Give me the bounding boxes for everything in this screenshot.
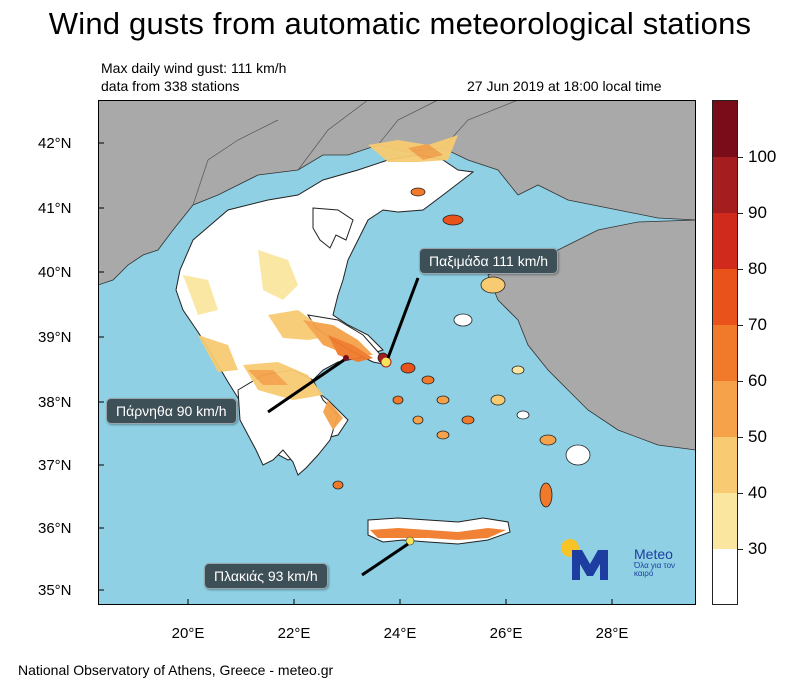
map-frame [98,100,696,605]
colorbar-tick [737,325,743,326]
lon-label: 28°E [595,625,629,642]
colorbar-tick [737,269,743,270]
timestamp-text: 27 Jun 2019 at 18:00 local time [467,78,662,94]
lat-label: 39°N [38,329,72,346]
paximada-marker [380,356,392,368]
lat-label: 40°N [38,264,72,281]
meteo-logo [561,539,608,580]
map-svg [98,100,696,605]
parnitha-marker [343,355,349,361]
border-lines [192,100,519,206]
colorbar-tick [737,213,743,214]
plakias-arrow [361,542,409,577]
colorbar-label: 70 [748,315,767,334]
colorbar-segment [713,101,737,157]
colorbar-segment [713,437,737,493]
colorbar-segment [713,213,737,269]
lat-label: 42°N [38,135,72,152]
balkans-land [98,100,696,286]
plakias-marker [405,536,415,546]
colorbar-label: 60 [748,371,767,390]
chalkidiki [312,207,354,249]
callout-parnitha: Πάρνηθα 90 km/h [106,398,237,424]
colorbar-label: 90 [748,203,767,222]
paximada-arrow [386,277,420,359]
parnitha-arrow [267,358,345,414]
lat-label: 41°N [38,200,72,217]
callout-plakias: Πλακιάς 93 km/h [204,563,328,589]
colorbar-label: 80 [748,259,767,278]
logo-tagline-text: Όλα για τον καιρό [634,561,676,578]
lon-label: 26°E [489,625,523,642]
lon-label: 24°E [383,625,417,642]
colorbar-tick [737,157,743,158]
colorbar-tick [737,549,743,550]
lat-label: 38°N [38,394,72,411]
turkey-land [487,219,696,451]
max-gust-text: Max daily wind gust: 111 km/h [101,60,287,76]
colorbar-tick [737,437,743,438]
colorbar-tick [737,493,743,494]
callout-paximada: Παξιμάδα 111 km/h [419,248,559,274]
aegean-islands [332,187,591,508]
map-title: Wind gusts from automatic meteorological… [48,6,752,41]
colorbar-segment [713,325,737,381]
colorbar-segment [713,157,737,213]
lon-label: 20°E [171,625,205,642]
gust-shading [183,135,506,540]
colorbar [712,100,738,605]
colorbar-segment [713,381,737,437]
lat-label: 37°N [38,457,72,474]
logo-brand-text: Meteo [634,546,673,562]
colorbar-label: 100 [748,147,777,166]
stations-count-text: data from 338 stations [101,78,240,94]
colorbar-segment [713,549,737,604]
colorbar-segment [713,493,737,549]
lon-label: 22°E [277,625,311,642]
colorbar-label: 40 [748,483,767,502]
colorbar-label: 50 [748,427,767,446]
footer-credit: National Observatory of Athens, Greece -… [18,662,334,678]
colorbar-label: 30 [748,539,767,558]
lat-label: 36°N [38,520,72,537]
map-panel [98,100,696,605]
lat-label: 35°N [38,582,72,599]
colorbar-tick [737,381,743,382]
colorbar-segment [713,269,737,325]
